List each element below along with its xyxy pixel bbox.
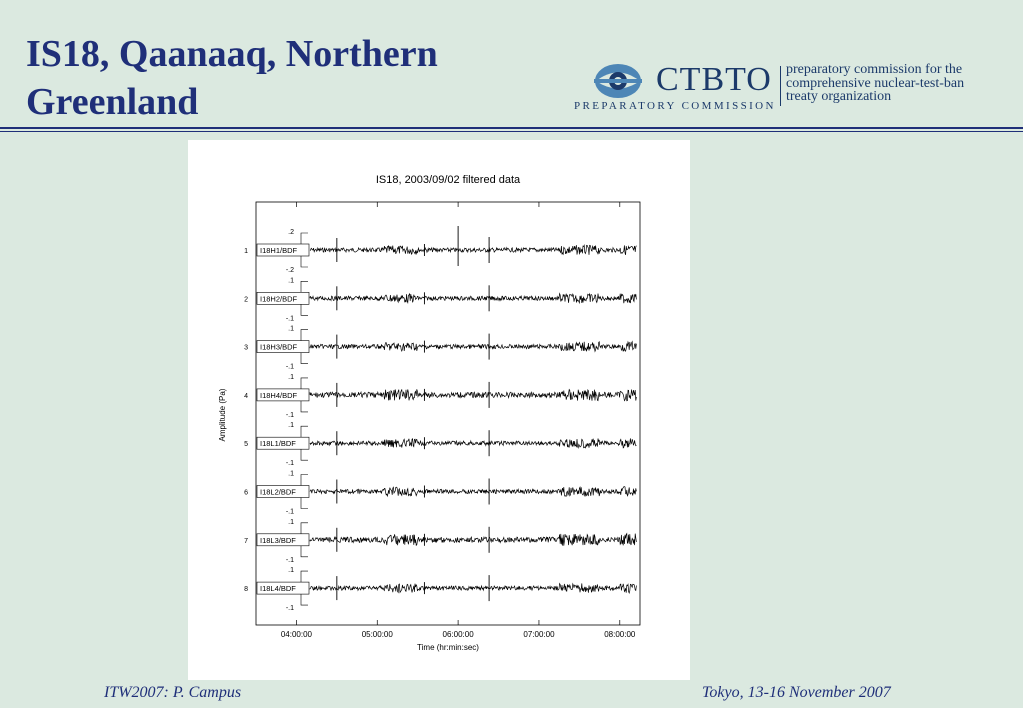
channel-index: 3 <box>244 345 248 352</box>
header-rule-thin <box>0 131 1023 132</box>
amplitude-bottom-label: -.1 <box>286 509 294 516</box>
channel-name-box <box>256 436 310 450</box>
x-tick-label: 08:00:00 <box>604 630 636 639</box>
channel-name-box <box>256 533 310 547</box>
x-tick-label: 04:00:00 <box>281 630 313 639</box>
channel-name-label: I18H2/BDF <box>260 294 298 303</box>
x-tick-label: 06:00:00 <box>443 630 475 639</box>
amplitude-top-label: .1 <box>288 374 294 381</box>
amplitude-top-label: .2 <box>288 229 294 236</box>
waveform-trace <box>309 292 637 305</box>
logo-subtitle: PREPARATORY COMMISSION <box>574 100 776 112</box>
channel-name-label: I18L4/BDF <box>260 584 296 593</box>
logo-description: preparatory commission for the comprehen… <box>786 63 1016 104</box>
logo-description-line: treaty organization <box>786 89 892 104</box>
footer-event: Tokyo, 13-16 November 2007 <box>702 684 891 701</box>
channel-index: 4 <box>244 393 248 400</box>
channel-name-box <box>256 485 310 498</box>
slide-title: IS18, Qaanaaq, Northern Greenland <box>26 33 438 123</box>
seismogram-figure: IS18, 2003/09/02 filtered data Amplitude… <box>188 140 690 680</box>
channel-name-label: I18H1/BDF <box>260 246 298 255</box>
channel-index: 7 <box>244 538 248 545</box>
amplitude-bottom-label: -.2 <box>286 267 294 274</box>
waveform-trace <box>309 582 637 595</box>
channel-name-label: I18L3/BDF <box>260 536 296 545</box>
amplitude-bottom-label: -.1 <box>286 315 294 322</box>
waveform-trace <box>309 340 637 353</box>
amplitude-top-label: .1 <box>288 277 294 284</box>
x-tick-label: 05:00:00 <box>362 630 394 639</box>
waveform-trace <box>309 485 637 498</box>
waveform-trace <box>309 532 637 546</box>
amplitude-bottom-label: -.1 <box>286 557 294 564</box>
channel-name-box <box>256 340 310 353</box>
waveform-trace <box>309 244 637 256</box>
logo-name: CTBTO <box>656 61 772 98</box>
footer-author: ITW2007: P. Campus <box>104 684 242 701</box>
waveform-trace <box>309 388 637 402</box>
channel-name-box <box>256 581 310 595</box>
y-axis-label: Amplitude (Pa) <box>218 388 227 441</box>
amplitude-top-label: .1 <box>288 326 294 333</box>
amplitude-bottom-label: -.1 <box>286 364 294 371</box>
channel-index: 1 <box>244 248 248 255</box>
channel-name-box <box>256 243 310 257</box>
seismogram-chart: IS18, 2003/09/02 filtered data Amplitude… <box>218 174 641 652</box>
ctbto-eye-logo-icon <box>594 64 642 98</box>
channel-name-label: I18L2/BDF <box>260 488 296 497</box>
header-rule <box>0 127 1023 129</box>
chart-title: IS18, 2003/09/02 filtered data <box>376 174 521 186</box>
amplitude-top-label: .1 <box>288 471 294 478</box>
channel-name-label: I18H3/BDF <box>260 343 298 352</box>
channel-name-box <box>256 388 310 402</box>
ctbto-logo: CTBTO PREPARATORY COMMISSION preparatory… <box>574 58 1014 118</box>
channel-index: 8 <box>244 586 248 593</box>
channel-name-label: I18L1/BDF <box>260 439 296 448</box>
logo-description-line: preparatory commission for the <box>786 62 963 77</box>
waveform-trace <box>309 438 637 449</box>
channel-index: 5 <box>244 441 248 448</box>
channel-name-label: I18H4/BDF <box>260 391 298 400</box>
amplitude-top-label: .1 <box>288 422 294 429</box>
logo-description-line: comprehensive nuclear-test-ban <box>786 75 965 91</box>
amplitude-bottom-label: -.1 <box>286 460 294 467</box>
channel-index: 6 <box>244 490 248 497</box>
amplitude-bottom-label: -.1 <box>286 412 294 419</box>
channel-name-box <box>256 292 310 305</box>
amplitude-bottom-label: -.1 <box>286 605 294 612</box>
plot-frame <box>255 201 641 626</box>
logo-separator <box>780 66 781 106</box>
x-axis-label: Time (hr:min:sec) <box>417 643 479 652</box>
x-tick-label: 07:00:00 <box>523 630 555 639</box>
amplitude-top-label: .1 <box>288 567 294 574</box>
amplitude-top-label: .1 <box>288 519 294 526</box>
channel-index: 2 <box>244 296 248 303</box>
